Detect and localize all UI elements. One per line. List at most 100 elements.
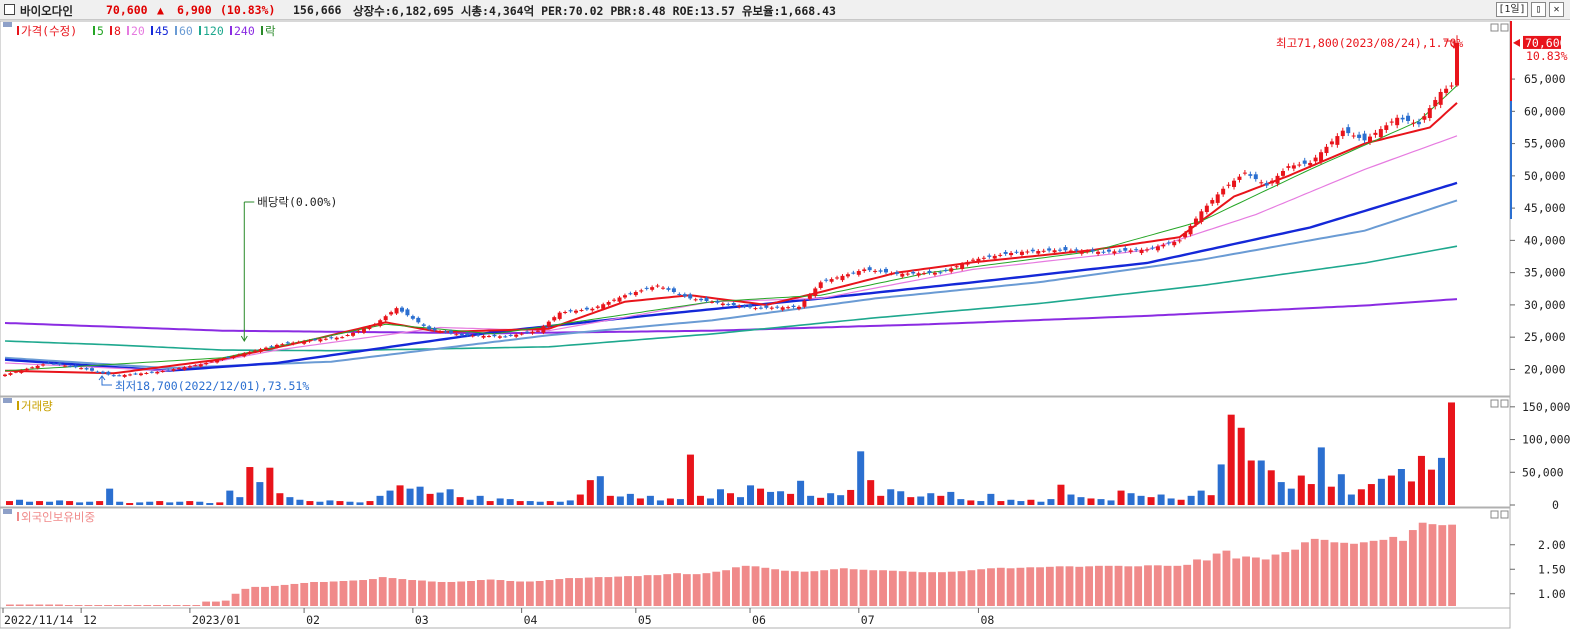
legend-swatch	[17, 401, 19, 410]
date-tick-label: 06	[752, 613, 766, 627]
foreign-ratio-bar	[241, 588, 250, 606]
foreign-ratio-bar	[682, 574, 691, 606]
foreign-ratio-bar	[653, 575, 662, 606]
candle-body	[258, 349, 263, 352]
volume-bar	[1307, 484, 1315, 505]
low-price-annotation: 최저18,700(2022/12/01),73.51%	[115, 379, 309, 393]
candle-body	[187, 366, 192, 368]
candle-body	[1019, 251, 1024, 255]
foreign-ownership-bars	[6, 522, 1456, 606]
legend-item-5: 60	[179, 24, 193, 38]
panel-restore-icon[interactable]	[1490, 399, 1499, 408]
volume-bar	[676, 499, 684, 505]
foreign-ratio-bar	[820, 570, 829, 606]
foreign-ratio-bar	[1310, 538, 1319, 606]
panel-handle-icon[interactable]	[3, 22, 12, 27]
volume-bar	[1267, 470, 1275, 505]
candle-body	[1166, 242, 1171, 244]
foreign-ratio-bar	[555, 579, 564, 606]
foreign-ratio-bar	[1104, 565, 1113, 606]
price-tick-label: 45,000	[1524, 201, 1566, 215]
candle-body	[726, 304, 731, 306]
panel-handle-icon[interactable]	[3, 398, 12, 403]
candle-body	[883, 268, 888, 273]
candle-body	[1036, 251, 1041, 254]
foreign-ratio-bar	[172, 605, 181, 606]
foreign-ratio-bar	[938, 572, 946, 606]
candle-body	[1188, 225, 1193, 235]
volume-bar	[1447, 402, 1455, 505]
close-icon[interactable]: ✕	[1549, 2, 1564, 17]
volume-bar	[1387, 475, 1395, 505]
foreign-ratio-bar	[888, 570, 897, 606]
panel-close-icon[interactable]	[1500, 399, 1509, 408]
candle-body	[334, 337, 339, 340]
foreign-ratio-bar	[967, 570, 976, 606]
volume-legend: 거래량	[21, 399, 53, 413]
candle-body	[628, 293, 633, 295]
candle-body	[155, 371, 160, 374]
candle-body	[79, 368, 84, 370]
foreign-ratio-bar	[525, 581, 534, 606]
candle-body	[889, 273, 894, 275]
candle-body	[1041, 250, 1046, 252]
candle-body	[318, 339, 323, 342]
foreign-ratio-bar	[182, 605, 191, 606]
volume-bar	[1217, 464, 1225, 505]
foreign-ratio-bar	[1026, 567, 1035, 606]
candle-body	[655, 285, 660, 287]
candle-body	[1150, 247, 1155, 249]
volume-bar	[6, 501, 14, 505]
minimize-icon[interactable]: ▯	[1531, 2, 1546, 17]
candle-body	[1406, 115, 1411, 122]
candle-body	[987, 255, 992, 257]
foreign-ratio-bar	[329, 581, 338, 606]
volume-tick-label: 0	[1552, 498, 1559, 512]
volume-bar	[496, 498, 504, 505]
panel-close-icon[interactable]	[1500, 510, 1509, 519]
candle-body	[796, 306, 801, 309]
volume-bar	[897, 491, 905, 505]
candle-body	[807, 294, 812, 299]
volume-bar	[1347, 494, 1355, 505]
candle-body	[8, 373, 13, 375]
candle-body	[960, 264, 965, 269]
foreign-ratio-bar	[35, 604, 44, 606]
price-tick-label: 25,000	[1524, 330, 1566, 344]
candle-body	[111, 375, 116, 377]
candle-body	[922, 273, 927, 275]
candle-body	[873, 270, 878, 272]
candle-body	[1145, 249, 1150, 251]
foreign-tick-label: 1.50	[1538, 562, 1566, 576]
volume-bar	[1167, 498, 1175, 505]
panel-restore-icon[interactable]	[1490, 510, 1499, 519]
foreign-ratio-bar	[987, 568, 995, 606]
candle-body	[753, 308, 758, 310]
candle-body	[829, 279, 834, 282]
candle-body	[1128, 250, 1133, 252]
candle-body	[1199, 211, 1204, 222]
period-button[interactable]: [1일]	[1496, 2, 1528, 17]
volume-bar	[276, 493, 284, 505]
volume-bar	[516, 501, 524, 505]
candle-body	[57, 363, 62, 365]
panel-restore-icon[interactable]	[1490, 23, 1499, 32]
candle-body	[682, 294, 687, 297]
foreign-ratio-bar	[1399, 540, 1407, 606]
candle-body	[19, 370, 24, 373]
candle-body	[122, 374, 127, 377]
foreign-ratio-bar	[1183, 564, 1192, 606]
foreign-ratio-bar	[830, 569, 838, 606]
header-checkbox[interactable]	[4, 4, 15, 15]
candle-body	[1286, 166, 1291, 168]
panel-close-icon[interactable]	[1500, 23, 1509, 32]
volume-bar	[436, 492, 444, 505]
volume-bar	[987, 493, 995, 505]
panel-handle-icon[interactable]	[3, 509, 12, 514]
candle-body	[193, 365, 198, 367]
foreign-ratio-bar	[849, 569, 858, 606]
volume-bar	[967, 500, 975, 505]
candle-body	[758, 307, 763, 309]
candle-body	[41, 364, 46, 366]
